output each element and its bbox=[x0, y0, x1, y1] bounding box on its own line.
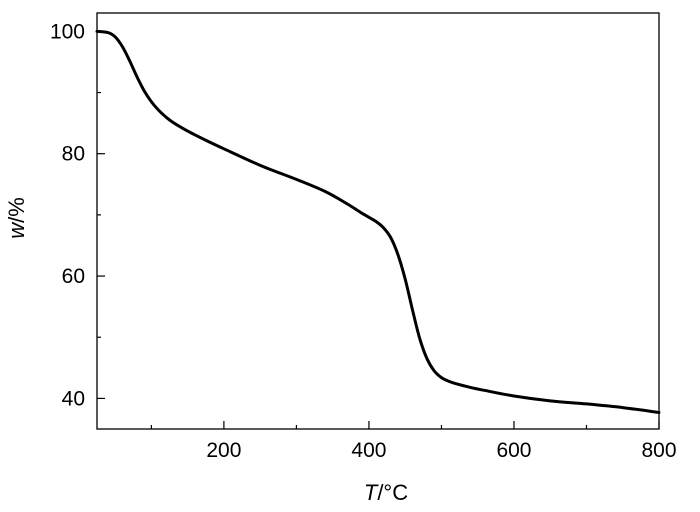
x-tick-label: 800 bbox=[641, 439, 676, 462]
x-tick-label: 200 bbox=[206, 439, 241, 462]
plot-frame bbox=[96, 12, 660, 430]
axis-tick-labels: 200 400 600 800 40 60 80 100 bbox=[50, 20, 677, 462]
y-tick-label: 100 bbox=[50, 20, 85, 43]
x-tick-label: 400 bbox=[351, 439, 386, 462]
series-line bbox=[95, 29, 661, 414]
y-axis-title: w/% bbox=[4, 197, 29, 239]
y-tick-label: 80 bbox=[62, 143, 85, 166]
axis-ticks bbox=[97, 30, 660, 429]
x-axis-title: T/°C bbox=[364, 480, 408, 505]
y-tick-label: 40 bbox=[62, 387, 85, 410]
y-tick-label: 60 bbox=[62, 265, 85, 288]
x-tick-label: 600 bbox=[496, 439, 531, 462]
